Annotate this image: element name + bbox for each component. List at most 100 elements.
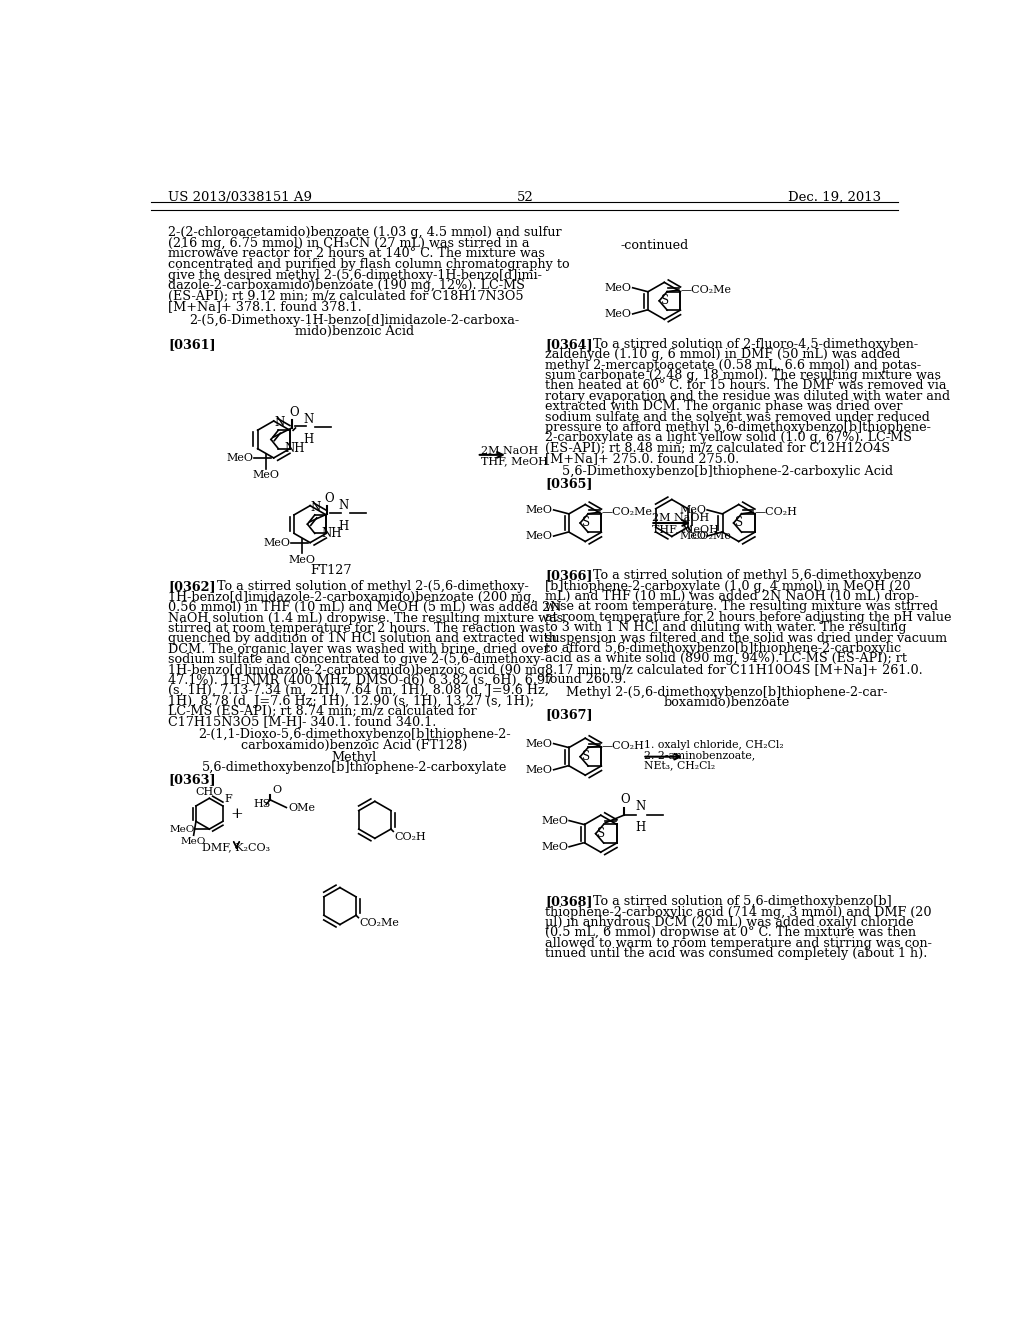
Text: MeO: MeO (169, 825, 195, 833)
Text: CO₂Me: CO₂Me (691, 531, 731, 541)
Text: 1. oxalyl chloride, CH₂Cl₂: 1. oxalyl chloride, CH₂Cl₂ (644, 739, 783, 750)
Text: mL) and THF (10 mL) was added 2N NaOH (10 mL) drop-: mL) and THF (10 mL) was added 2N NaOH (1… (545, 590, 919, 603)
Text: To a stirred solution of methyl 5,6-dimethoxybenzo: To a stirred solution of methyl 5,6-dime… (586, 569, 922, 582)
Text: 2. 2-aminobenzoate,: 2. 2-aminobenzoate, (644, 750, 755, 760)
Text: MeO: MeO (679, 506, 707, 515)
Text: allowed to warm to room temperature and stirring was con-: allowed to warm to room temperature and … (545, 937, 932, 950)
Text: US 2013/0338151 A9: US 2013/0338151 A9 (168, 191, 312, 203)
Text: FT127: FT127 (310, 564, 352, 577)
Text: mido)benzoic Acid: mido)benzoic Acid (295, 325, 414, 338)
Text: [M+Na]+ 275.0. found 275.0.: [M+Na]+ 275.0. found 275.0. (545, 453, 739, 465)
Text: DCM. The organic layer was washed with brine, dried over: DCM. The organic layer was washed with b… (168, 643, 550, 656)
Text: to 3 with 1 N HCl and diluting with water. The resulting: to 3 with 1 N HCl and diluting with wate… (545, 622, 906, 634)
Text: [0366]: [0366] (545, 569, 593, 582)
Text: —CO₂H: —CO₂H (755, 507, 798, 517)
Text: —CO₂H: —CO₂H (601, 741, 644, 751)
Text: 1H), 8.78 (d, J=7.6 Hz; 1H), 12.90 (s, 1H), 13.27 (s, 1H);: 1H), 8.78 (d, J=7.6 Hz; 1H), 12.90 (s, 1… (168, 694, 535, 708)
Text: O: O (272, 785, 282, 795)
Text: F: F (224, 795, 232, 804)
Text: —CO₂Me: —CO₂Me (680, 285, 731, 296)
Text: rotary evaporation and the residue was diluted with water and: rotary evaporation and the residue was d… (545, 389, 950, 403)
Text: NH: NH (321, 527, 341, 540)
Text: 0.56 mmol) in THF (10 mL) and MeOH (5 mL) was added 2N: 0.56 mmol) in THF (10 mL) and MeOH (5 mL… (168, 601, 562, 614)
Text: S: S (582, 750, 590, 763)
Text: DMF, K₂CO₃: DMF, K₂CO₃ (203, 842, 270, 853)
Text: MeO: MeO (526, 506, 553, 515)
Text: MeO: MeO (526, 739, 553, 748)
Text: extracted with DCM. The organic phase was dried over: extracted with DCM. The organic phase wa… (545, 400, 902, 413)
Text: found 260.9.: found 260.9. (545, 673, 627, 686)
Text: microwave reactor for 2 hours at 140° C. The mixture was: microwave reactor for 2 hours at 140° C.… (168, 247, 545, 260)
Text: MeO: MeO (526, 531, 553, 541)
Text: MeO: MeO (526, 764, 553, 775)
Text: 5,6-Dimethoxybenzo[b]thiophene-2-carboxylic Acid: 5,6-Dimethoxybenzo[b]thiophene-2-carboxy… (561, 465, 893, 478)
Text: MeO: MeO (605, 282, 632, 293)
Text: C17H15N3O5 [M-H]- 340.1. found 340.1.: C17H15N3O5 [M-H]- 340.1. found 340.1. (168, 715, 436, 729)
Text: 2-carboxylate as a light yellow solid (1.0 g, 67%). LC-MS: 2-carboxylate as a light yellow solid (1… (545, 432, 911, 445)
Text: 2-(1,1-Dioxo-5,6-dimethoxybenzo[b]thiophene-2-: 2-(1,1-Dioxo-5,6-dimethoxybenzo[b]thioph… (198, 729, 511, 742)
Text: sodium sulfate and the solvent was removed under reduced: sodium sulfate and the solvent was remov… (545, 411, 930, 424)
Text: [0362]: [0362] (168, 581, 216, 594)
Text: to afford 5,6-dimethoxybenzo[b]thiophene-2-carboxylic: to afford 5,6-dimethoxybenzo[b]thiophene… (545, 642, 901, 655)
Text: suspension was filtered and the solid was dried under vacuum: suspension was filtered and the solid wa… (545, 631, 947, 644)
Text: CO₂H: CO₂H (394, 832, 426, 842)
Text: 2M NaOH: 2M NaOH (481, 446, 539, 455)
Text: boxamido)benzoate: boxamido)benzoate (664, 696, 791, 709)
Text: MeO: MeO (226, 453, 254, 463)
Text: N: N (339, 499, 349, 512)
Text: THF, MeOH: THF, MeOH (652, 524, 719, 535)
Text: tinued until the acid was consumed completely (about 1 h).: tinued until the acid was consumed compl… (545, 948, 928, 960)
Text: S: S (735, 516, 743, 529)
Text: Methyl: Methyl (332, 751, 377, 763)
Text: stirred at room temperature for 2 hours. The reaction was: stirred at room temperature for 2 hours.… (168, 622, 545, 635)
Text: NEt₃, CH₂Cl₂: NEt₃, CH₂Cl₂ (644, 760, 715, 770)
Text: at room temperature for 2 hours before adjusting the pH value: at room temperature for 2 hours before a… (545, 611, 951, 624)
Text: S: S (597, 828, 605, 841)
Text: NaOH solution (1.4 mL) dropwise. The resulting mixture was: NaOH solution (1.4 mL) dropwise. The res… (168, 611, 563, 624)
Text: [M+Na]+ 378.1. found 378.1.: [M+Na]+ 378.1. found 378.1. (168, 301, 362, 314)
Text: dazole-2-carboxamido)benzoate (190 mg, 12%). LC-MS: dazole-2-carboxamido)benzoate (190 mg, 1… (168, 280, 525, 292)
Text: quenched by addition of 1N HCl solution and extracted with: quenched by addition of 1N HCl solution … (168, 632, 557, 645)
Text: pressure to afford methyl 5,6-dimethoxybenzo[b]thiophene-: pressure to afford methyl 5,6-dimethoxyb… (545, 421, 931, 434)
Text: (ES-API); rt 8.48 min; m/z calculated for C12H12O4S: (ES-API); rt 8.48 min; m/z calculated fo… (545, 442, 890, 455)
Text: wise at room temperature. The resulting mixture was stirred: wise at room temperature. The resulting … (545, 601, 938, 614)
Text: (0.5 mL, 6 mmol) dropwise at 0° C. The mixture was then: (0.5 mL, 6 mmol) dropwise at 0° C. The m… (545, 927, 916, 940)
Text: O: O (325, 492, 334, 506)
Text: NH: NH (285, 442, 305, 455)
Text: [0363]: [0363] (168, 774, 216, 785)
Text: H: H (339, 520, 349, 532)
Text: MeO: MeO (542, 842, 568, 851)
Text: sodium sulfate and concentrated to give 2-(5,6-dimethoxy-: sodium sulfate and concentrated to give … (168, 653, 545, 667)
Text: O: O (621, 793, 630, 807)
Text: S: S (582, 516, 590, 529)
Text: To a stirred solution of 2-fluoro-4,5-dimethoxyben-: To a stirred solution of 2-fluoro-4,5-di… (586, 338, 919, 351)
Text: O: O (290, 405, 299, 418)
Text: LC-MS (ES-API); rt 8.74 min; m/z calculated for: LC-MS (ES-API); rt 8.74 min; m/z calcula… (168, 705, 477, 718)
Text: —CO₂Me: —CO₂Me (601, 507, 652, 517)
Text: Methyl 2-(5,6-dimethoxybenzo[b]thiophene-2-car-: Methyl 2-(5,6-dimethoxybenzo[b]thiophene… (566, 686, 888, 698)
Text: 5,6-dimethoxybenzo[b]thiophene-2-carboxylate: 5,6-dimethoxybenzo[b]thiophene-2-carboxy… (202, 760, 507, 774)
Text: sium carbonate (2.48 g, 18 mmol). The resulting mixture was: sium carbonate (2.48 g, 18 mmol). The re… (545, 370, 941, 381)
Text: [0364]: [0364] (545, 338, 593, 351)
Text: (216 mg, 6.75 mmol) in CH₃CN (27 mL) was stirred in a: (216 mg, 6.75 mmol) in CH₃CN (27 mL) was… (168, 236, 529, 249)
Text: 2-(5,6-Dimethoxy-1H-benzo[d]imidazole-2-carboxa-: 2-(5,6-Dimethoxy-1H-benzo[d]imidazole-2-… (189, 314, 519, 327)
Text: acid as a white solid (890 mg, 94%). LC-MS (ES-API); rt: acid as a white solid (890 mg, 94%). LC-… (545, 652, 907, 665)
Text: 2-(2-chloroacetamido)benzoate (1.03 g, 4.5 mmol) and sulfur: 2-(2-chloroacetamido)benzoate (1.03 g, 4… (168, 226, 562, 239)
Text: N: N (310, 502, 321, 515)
Text: MeO: MeO (542, 816, 568, 825)
Text: [0361]: [0361] (168, 339, 216, 351)
Text: 2M NaOH: 2M NaOH (652, 513, 710, 523)
Text: methyl 2-mercaptoacetate (0.58 mL, 6.6 mmol) and potas-: methyl 2-mercaptoacetate (0.58 mL, 6.6 m… (545, 359, 921, 372)
Text: MeO: MeO (679, 531, 707, 541)
Text: carboxamido)benzoic Acid (FT128): carboxamido)benzoic Acid (FT128) (241, 739, 468, 751)
Text: concentrated and purified by flash column chromatography to: concentrated and purified by flash colum… (168, 257, 570, 271)
Text: [0368]: [0368] (545, 895, 593, 908)
Text: zaldehyde (1.10 g, 6 mmol) in DMF (50 mL) was added: zaldehyde (1.10 g, 6 mmol) in DMF (50 mL… (545, 348, 900, 362)
Text: N: N (636, 800, 646, 813)
Text: +: + (230, 807, 243, 821)
Text: N: N (304, 413, 314, 425)
Text: 1H-benzo[d]imidazole-2-carboxamido)benzoate (200 mg,: 1H-benzo[d]imidazole-2-carboxamido)benzo… (168, 591, 536, 603)
Text: MeO: MeO (605, 309, 632, 319)
Text: To a stirred solution of methyl 2-(5,6-dimethoxy-: To a stirred solution of methyl 2-(5,6-d… (209, 581, 528, 594)
Text: (s, 1H), 7.13-7.34 (m, 2H), 7.64 (m, 1H), 8.08 (d, J=9.6 Hz,: (s, 1H), 7.13-7.34 (m, 2H), 7.64 (m, 1H)… (168, 684, 549, 697)
